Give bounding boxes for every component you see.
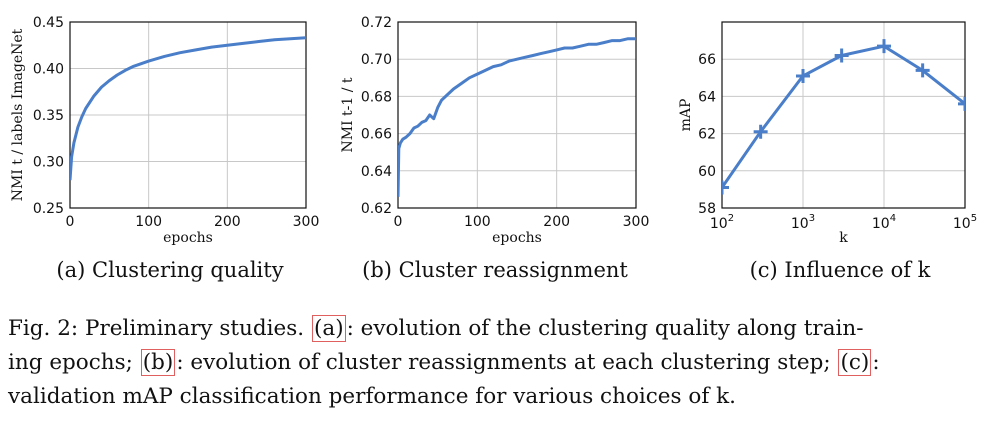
chart2-point-4	[877, 39, 891, 54]
charts-canvas: 0 100 200 300 0.25 0.30 0.35 0.40 0.45 epochs NMI …	[10, 15, 977, 246]
chart1-frame	[397, 21, 637, 209]
chart1-xlabel: epochs	[492, 230, 542, 246]
chart0-ytick-label-1: 0.30	[33, 155, 64, 171]
chart1-ytick-label-1: 0.64	[361, 164, 392, 180]
chart0-series-line	[70, 36, 306, 181]
caption-line-1: Fig. 2: Preliminary studies. (a): evolut…	[8, 312, 992, 346]
chart2-series-line	[722, 44, 965, 189]
chart2-ytick-label-3: 64	[698, 89, 716, 105]
chart2-point-0	[722, 180, 729, 195]
chart0-ytick-label-3: 0.40	[33, 62, 64, 78]
chart2-xtick-label-0: 102	[710, 213, 734, 232]
caption-prefix: Fig. 2: Preliminary studies.	[8, 316, 311, 341]
chart2-xlabel: k	[839, 230, 848, 246]
chart1-ytick-label-5: 0.72	[361, 15, 392, 31]
ref-c-link[interactable]: (c)	[838, 349, 872, 376]
figure-caption: Fig. 2: Preliminary studies. (a): evolut…	[8, 312, 992, 414]
chart2-ytick-label-2: 62	[698, 127, 716, 143]
chart2-xtick-label-1: 103	[791, 213, 815, 232]
chart0-xtick-label-3: 300	[293, 214, 320, 230]
chart2-xtick-label-3: 105	[953, 213, 977, 232]
chart2-point-2	[796, 68, 810, 83]
chart1-series-line	[398, 37, 636, 197]
chart0-xtick-label-2: 200	[214, 214, 241, 230]
chart1-xtick-label-2: 200	[543, 214, 570, 230]
ref-b-link[interactable]: (b)	[140, 349, 176, 376]
chart1-xtick-label-0: 0	[394, 214, 403, 230]
ref-a-link[interactable]: (a)	[311, 315, 346, 342]
chart0-ytick-label-4: 0.45	[33, 15, 64, 31]
caption-text-c: :	[872, 350, 880, 375]
chart2-frame	[721, 21, 966, 209]
chart1-ytick-label-0: 0.62	[361, 201, 392, 217]
chart1-ytick-label-4: 0.70	[361, 52, 392, 68]
chart1-xtick-label-3: 300	[623, 214, 650, 230]
subcaption-a: (a) Clustering quality	[56, 258, 284, 282]
caption-text-a: : evolution of the clustering quality al…	[346, 316, 864, 341]
chart2-ytick-label-4: 66	[698, 52, 716, 68]
chart0-ylabel: NMI t / labels ImageNet	[10, 28, 26, 201]
chart1-ytick-label-2: 0.66	[361, 127, 392, 143]
caption-line2-start: ing epochs;	[8, 350, 140, 375]
chart2-ytick-label-0: 58	[698, 201, 716, 217]
chart1-ylabel: NMI t-1 / t	[340, 77, 356, 152]
chart0-xlabel: epochs	[163, 230, 213, 246]
chart2-xtick-label-2: 104	[872, 213, 896, 232]
chart2-point-6	[958, 96, 965, 111]
subcaption-b: (b) Cluster reassignment	[362, 258, 628, 282]
chart2-point-1	[753, 124, 768, 139]
chart0-frame	[69, 21, 307, 209]
caption-line-3: validation mAP classification performanc…	[8, 384, 736, 409]
chart2-ytick-label-1: 60	[698, 164, 716, 180]
chart0-ytick-label-0: 0.25	[33, 201, 64, 217]
chart1-xtick-label-1: 100	[464, 214, 491, 230]
chart2-ylabel: mAP	[678, 99, 694, 132]
subcaption-c: (c) Influence of k	[749, 258, 931, 282]
chart2-point-3	[834, 48, 849, 63]
chart1-ytick-label-3: 0.68	[361, 89, 392, 105]
caption-text-b: : evolution of cluster reassignments at …	[176, 350, 838, 375]
chart2-point-5	[915, 63, 930, 78]
chart0-ytick-label-2: 0.35	[33, 108, 64, 124]
chart0-xtick-label-1: 100	[135, 214, 162, 230]
chart0-xtick-label-0: 0	[66, 214, 75, 230]
caption-line-2: ing epochs; (b): evolution of cluster re…	[8, 346, 992, 380]
